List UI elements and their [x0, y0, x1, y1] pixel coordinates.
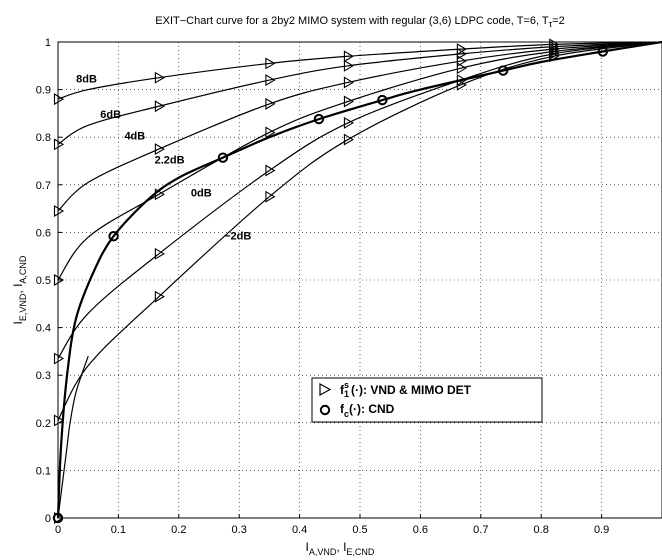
x-tick-label: 0.3	[232, 524, 247, 536]
vnd-curve	[57, 41, 662, 421]
legend-triangle-marker	[319, 382, 332, 397]
legend-entry-cnd: fc(·): CND	[340, 402, 395, 419]
x-tick-label: 0.4	[292, 524, 307, 536]
vnd-triangle-marker	[265, 57, 276, 70]
vnd-triangle-marker	[456, 78, 467, 91]
vnd-triangle-marker	[343, 50, 355, 63]
x-axis-label: IA,VND, IE,CND	[306, 540, 375, 557]
vnd-triangle-marker	[154, 188, 165, 201]
vnd-triangle-marker	[343, 116, 355, 129]
cnd-circle-marker	[217, 152, 229, 163]
x-tick-label: 0	[55, 524, 61, 536]
cnd-curve	[56, 40, 662, 519]
x-tick-label: 0.2	[171, 524, 186, 536]
cnd-circle-marker	[52, 512, 64, 524]
vnd-triangle-marker	[53, 138, 65, 151]
y-tick-label: 0.7	[36, 180, 51, 192]
y-tick-label: 0	[45, 513, 51, 525]
y-tick-label: 0.3	[36, 370, 51, 382]
vnd-triangle-marker	[154, 100, 165, 113]
x-tick-label: 0.8	[534, 524, 549, 536]
x-tick-label: 0.1	[111, 524, 126, 536]
curve-label: 2.2dB	[155, 154, 185, 166]
y-tick-label: 0.5	[36, 275, 51, 287]
y-tick-label: 0.2	[36, 418, 51, 430]
legend: fs 1 (·): VND & MIMO DET fc(·): CND	[311, 377, 543, 423]
vnd-triangle-marker	[53, 274, 65, 286]
y-axis-label: IE,VND, IA,CND	[11, 255, 28, 324]
vnd-triangle-marker	[265, 164, 276, 177]
vnd-triangle-marker	[53, 205, 65, 217]
cnd-circle-marker	[597, 46, 609, 57]
x-tick-label: 0.6	[413, 524, 428, 536]
chart-title: EXIT−Chart curve for a 2by2 MIMO system …	[155, 15, 564, 29]
vnd-triangle-marker	[154, 290, 165, 303]
vnd-triangle-marker	[53, 352, 65, 365]
vnd-triangle-marker	[154, 247, 165, 260]
cnd-circle-marker	[313, 113, 325, 125]
x-tick-label: 0.5	[352, 524, 367, 536]
vnd-triangle-marker	[549, 50, 560, 63]
cnd-circle-marker	[377, 94, 388, 106]
vnd-triangle-marker	[265, 97, 276, 110]
vnd-triangle-marker	[456, 62, 467, 75]
curve-label: 4dB	[124, 131, 145, 143]
y-tick-label: 0.9	[36, 85, 51, 97]
grid	[58, 42, 662, 518]
y-tick-label: 0.1	[36, 465, 51, 477]
vnd-triangle-marker	[154, 143, 165, 156]
vnd-triangle-marker	[265, 126, 276, 139]
curve-label: 0dB	[191, 188, 212, 200]
vnd-triangle-marker	[343, 95, 355, 108]
y-tick-label: 1	[45, 37, 51, 49]
vnd-triangle-marker	[343, 133, 355, 146]
legend-entry-vnd: fs 1 (·): VND & MIMO DET	[340, 380, 472, 399]
markers	[52, 38, 609, 524]
vnd-triangle-marker	[343, 59, 355, 72]
curve-label: 8dB	[76, 73, 97, 85]
y-tick-label: 0.6	[36, 227, 51, 239]
cnd-circle-marker	[497, 65, 509, 76]
legend-circle-marker	[319, 404, 331, 416]
legend-box	[311, 377, 543, 423]
cnd-circle-marker	[108, 231, 119, 242]
y-tick-label: 0.8	[36, 132, 51, 144]
vnd-curve	[57, 355, 89, 519]
vnd-triangle-marker	[456, 55, 467, 68]
x-tick-label: 0.9	[594, 524, 609, 536]
vnd-triangle-marker	[456, 47, 467, 60]
vnd-triangle-marker	[265, 190, 276, 203]
curve-label: 6dB	[100, 109, 121, 121]
curve-label: −2dB	[224, 231, 251, 243]
vnd-triangle-marker	[265, 74, 276, 87]
y-tick-label: 0.4	[36, 323, 51, 335]
vnd-triangle-marker	[53, 93, 65, 106]
vnd-triangle-marker	[343, 76, 355, 89]
axis-ticks: 0 0.1 0.2 0.3 0.4 0.5 0.6 0.7 0.8 0.9 0 0.1 0.2 0.3 0.…	[36, 37, 610, 536]
vnd-triangle-marker	[53, 414, 65, 427]
vnd-triangle-marker	[154, 71, 165, 84]
x-tick-label: 0.7	[473, 524, 488, 536]
